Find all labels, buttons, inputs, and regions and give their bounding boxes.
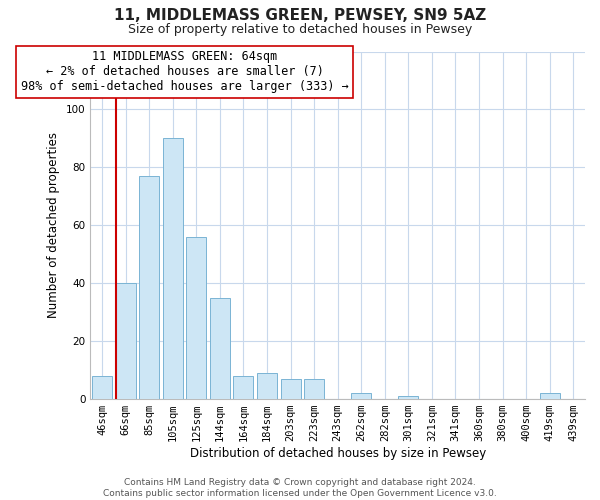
X-axis label: Distribution of detached houses by size in Pewsey: Distribution of detached houses by size …	[190, 447, 486, 460]
Bar	[186, 237, 206, 399]
Bar	[210, 298, 230, 399]
Bar	[92, 376, 112, 399]
Bar	[139, 176, 159, 399]
Bar	[351, 394, 371, 399]
Bar	[539, 394, 560, 399]
Text: Size of property relative to detached houses in Pewsey: Size of property relative to detached ho…	[128, 22, 472, 36]
Bar	[257, 373, 277, 399]
Text: Contains HM Land Registry data © Crown copyright and database right 2024.
Contai: Contains HM Land Registry data © Crown c…	[103, 478, 497, 498]
Bar	[163, 138, 183, 399]
Text: 11 MIDDLEMASS GREEN: 64sqm
← 2% of detached houses are smaller (7)
98% of semi-d: 11 MIDDLEMASS GREEN: 64sqm ← 2% of detac…	[20, 50, 349, 94]
Bar	[304, 379, 324, 399]
Bar	[233, 376, 253, 399]
Y-axis label: Number of detached properties: Number of detached properties	[47, 132, 60, 318]
Bar	[281, 379, 301, 399]
Text: 11, MIDDLEMASS GREEN, PEWSEY, SN9 5AZ: 11, MIDDLEMASS GREEN, PEWSEY, SN9 5AZ	[114, 8, 486, 22]
Bar	[116, 283, 136, 399]
Bar	[398, 396, 418, 399]
